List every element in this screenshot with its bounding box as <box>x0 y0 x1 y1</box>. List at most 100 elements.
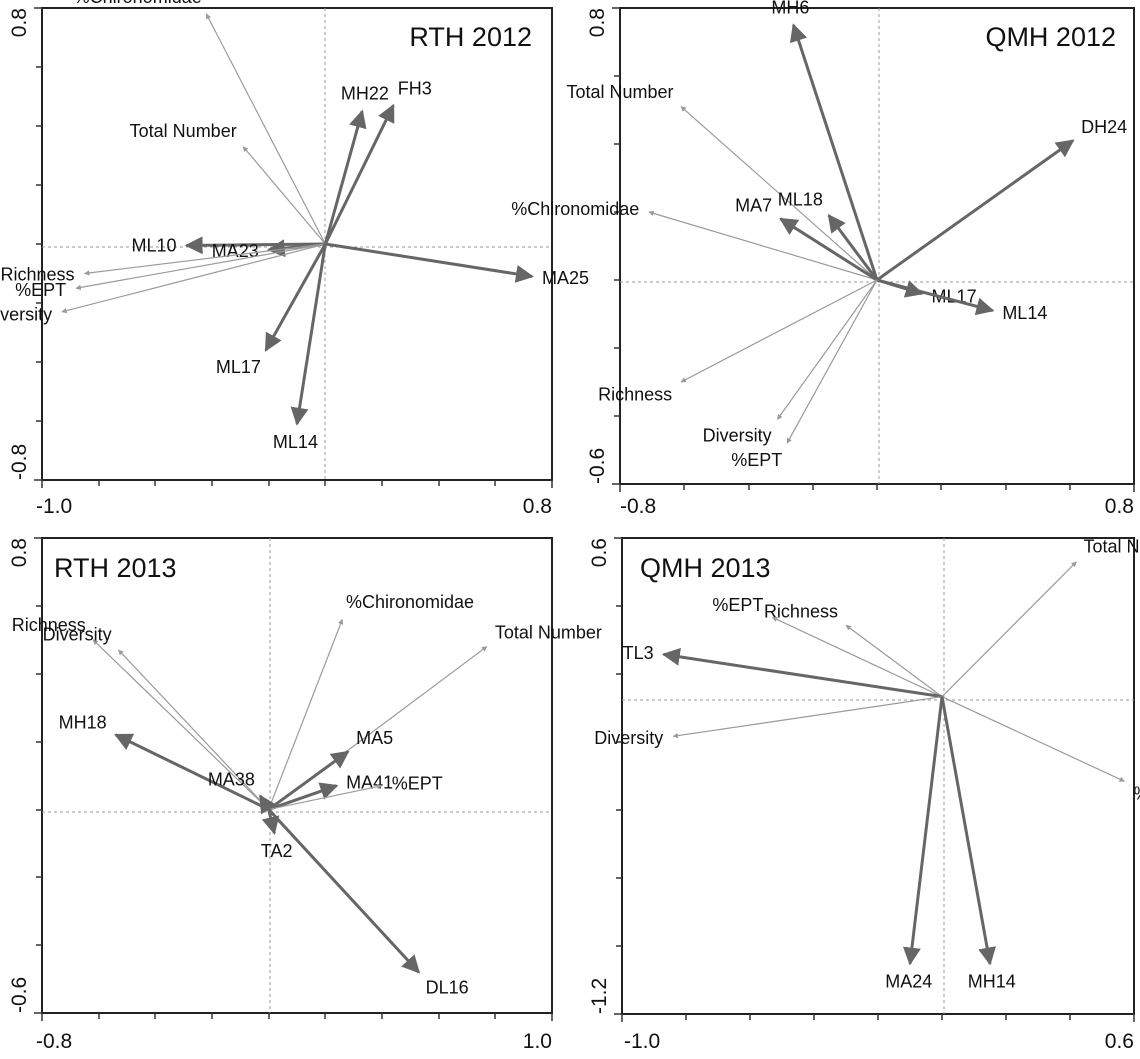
vector-arrow-ma38 <box>258 794 277 815</box>
vector-label-tl3: TL3 <box>623 643 654 663</box>
vector-arrow-ml14 <box>290 243 327 426</box>
vector-arrow-total-number <box>680 106 878 281</box>
vector-label-pct-chironomidae: %Chironomidae <box>511 199 639 219</box>
vector-label-pct-chironomidae: %Chironomidae <box>346 592 474 612</box>
vector-label-ma41: MA41 <box>346 772 393 792</box>
y-tick-label-max: 0.6 <box>588 538 611 567</box>
vector-arrow-diversity <box>776 279 878 420</box>
vector-arrow-fh3 <box>323 103 395 245</box>
panel-title: QMH 2012 <box>985 22 1116 52</box>
vector-label-mh18: MH18 <box>59 712 107 732</box>
vector-group: MH6 Total Number DH24 %Chironomidae ML18 MA7 M… <box>511 0 1127 470</box>
vector-label-pct-ept: %EPT <box>712 595 763 615</box>
vector-label-ml17: ML17 <box>932 286 977 306</box>
plot-frame <box>619 7 1135 485</box>
vector-label-fh3: FH3 <box>398 78 432 98</box>
vector-arrow-pct-ept <box>786 279 878 444</box>
vector-label-ml14: ML14 <box>1002 303 1047 323</box>
vector-arrow-ml14 <box>876 278 995 316</box>
x-tick-label-min: -1.0 <box>36 495 72 518</box>
vector-arrow-pct-ept <box>771 616 943 698</box>
vector-group: Total Number Richness%EPT TL3 Diversity %Chi… <box>594 537 1140 992</box>
y-tick-label-min: -1.2 <box>588 978 611 1014</box>
vector-label-diversity: Diversity <box>594 728 663 748</box>
y-tick-label-min: -0.8 <box>8 444 31 480</box>
vector-label-mh14: MH14 <box>968 972 1016 992</box>
vector-arrow-total-number <box>941 561 1077 698</box>
ticks <box>34 7 553 488</box>
vector-label-ml18: ML18 <box>778 189 823 209</box>
vector-label-richness: Richness <box>764 601 838 621</box>
panel-rth-2013: -0.8 1.0 0.8 -0.6 RTH 2013 %Chironomidae… <box>8 537 602 1053</box>
vector-arrow-diversity <box>672 696 943 739</box>
vector-arrow-mh18 <box>114 733 270 811</box>
y-tick-label-max: 0.8 <box>8 8 31 37</box>
vector-label-mh6: MH6 <box>771 0 809 17</box>
x-tick-label-min: -0.8 <box>620 495 656 518</box>
vector-label-total-number: Total Number <box>495 623 602 643</box>
vector-label-pct-chironomidae: %Chironomidae <box>74 0 202 7</box>
panel-title: QMH 2013 <box>640 553 771 583</box>
vector-group: %Chironomidae MH22 FH3 Total Number ML10 MA23… <box>0 0 589 452</box>
vector-label-ta2: TA2 <box>261 841 293 861</box>
x-tick-label-min: -1.0 <box>624 1030 660 1053</box>
vector-arrow-richness <box>680 279 878 383</box>
vector-arrow-mh14 <box>940 696 996 966</box>
vector-label-mh22: MH22 <box>341 84 389 104</box>
vector-label-ma23: MA23 <box>212 241 259 261</box>
vector-arrow-ma41 <box>268 782 339 811</box>
vector-arrow-diversity <box>61 243 326 314</box>
vector-label-ma5: MA5 <box>356 728 393 748</box>
vector-label-ma24: MA24 <box>885 972 932 992</box>
y-tick-label-max: 0.8 <box>586 8 609 37</box>
vector-label-ml14: ML14 <box>273 432 318 452</box>
vector-arrow-ml10 <box>184 236 326 255</box>
vector-label-pct-chironomidae: %Chironomidae <box>1133 783 1140 803</box>
vector-arrow-ta2 <box>261 809 280 835</box>
vector-arrow-richness <box>845 624 943 698</box>
vector-arrow-dh24 <box>876 139 1075 282</box>
vector-label-ma7: MA7 <box>735 195 772 215</box>
vector-label-total-number: Total Number <box>130 121 237 141</box>
x-tick-label-max: 1.0 <box>523 1030 552 1053</box>
vector-arrow-total-number <box>242 146 326 245</box>
plot-frame <box>621 537 1135 1015</box>
vector-label-diversity: Diversity <box>703 426 772 446</box>
vector-arrow-dl16 <box>267 808 421 974</box>
vector-label-richness: Richness <box>12 615 86 635</box>
ticks <box>614 537 1135 1022</box>
vector-label-pct-ept: %EPT <box>392 774 443 794</box>
vector-label-pct-ept: %EPT <box>731 450 782 470</box>
panel-qmh-2012: -0.8 0.8 0.8 -0.6 QMH 2012 MH6 Total Numb… <box>511 0 1135 518</box>
vector-label-dl16: DL16 <box>426 978 469 998</box>
x-tick-label-max: 0.6 <box>1105 1030 1134 1053</box>
vector-label-total-number: Total Number <box>1083 537 1140 557</box>
vector-label-diversity: Diversity <box>43 625 112 645</box>
y-tick-label-min: -0.6 <box>586 448 609 484</box>
vector-arrow-mh6 <box>789 23 879 281</box>
panel-title: RTH 2013 <box>54 553 177 583</box>
panel-rth-2012: -1.0 0.8 0.8 -0.8 RTH 2012 %Chironomidae… <box>0 0 589 518</box>
vector-arrow-ma5 <box>267 750 350 811</box>
vector-label-ml17: ML17 <box>216 357 261 377</box>
vector-arrow-tl3 <box>661 647 943 699</box>
vector-arrow-ml17 <box>264 243 327 352</box>
vector-arrow-pct-chironomidae <box>648 210 878 281</box>
vector-label-ma25: MA25 <box>542 268 589 288</box>
vector-arrow-mh22 <box>323 109 367 245</box>
vector-arrow-diversity <box>118 649 270 810</box>
x-tick-label-min: -0.8 <box>36 1030 72 1053</box>
vector-arrow-pct-chironomidae <box>268 618 344 810</box>
x-tick-label-max: 0.8 <box>1105 495 1134 518</box>
vector-arrow-ma25 <box>325 242 534 283</box>
vector-label-dh24: DH24 <box>1081 117 1127 137</box>
vector-label-diversity: Diversity <box>0 304 52 324</box>
panel-title: RTH 2012 <box>409 22 532 52</box>
ticks <box>34 537 553 1021</box>
vector-label-pct-ept: %EPT <box>15 280 66 300</box>
vector-label-total-number: Total Number <box>567 82 674 102</box>
vector-label-richness: Richness <box>598 385 672 405</box>
vector-arrow-ma24 <box>902 696 944 966</box>
y-tick-label-min: -0.6 <box>8 977 31 1013</box>
